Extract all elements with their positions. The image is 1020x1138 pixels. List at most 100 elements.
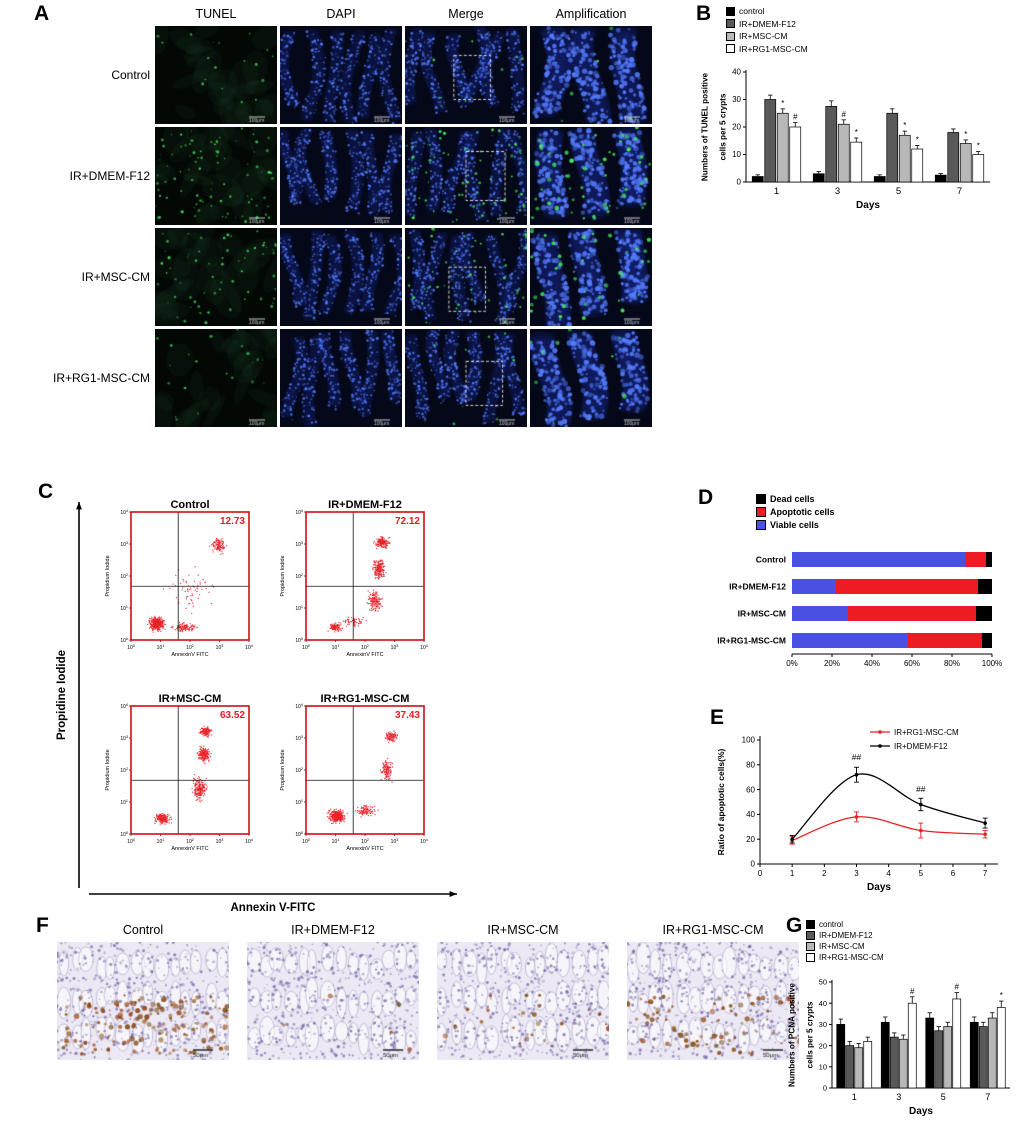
svg-text:102: 102 [120,573,128,580]
svg-text:103: 103 [120,735,128,742]
svg-text:63.52: 63.52 [220,710,245,721]
svg-text:##: ## [852,752,862,762]
legend-label: Dead cells [770,494,815,504]
svg-text:IR+MSC-CM: IR+MSC-CM [159,693,222,705]
svg-text:100: 100 [127,644,135,651]
series-IR+RG1-MSC-CM: # # * [863,983,1006,1089]
micrograph-IR+RG1-MSC-CM-DAPI [280,329,402,427]
svg-text:AnnexinV FITC: AnnexinV FITC [346,846,383,852]
legend-swatch [806,942,815,951]
legend-swatch [756,494,766,504]
stack-segment-dead [982,633,992,648]
svg-text:103: 103 [216,644,224,651]
svg-text:7: 7 [957,186,962,197]
svg-text:0: 0 [758,869,763,878]
svg-text:101: 101 [120,605,128,612]
micrograph-IR+RG1-MSC-CM-TUNEL [155,329,277,427]
svg-text:0: 0 [737,178,742,187]
legend-swatch [726,31,735,41]
micrograph-IR+MSC-CM-DAPI [280,228,402,326]
svg-text:1: 1 [852,1092,857,1102]
svg-text:*: * [977,141,980,150]
a-column-header: DAPI [326,7,356,21]
svg-text:72.12: 72.12 [395,516,420,527]
panel-e-label: E [710,706,725,729]
stack-segment-dead [978,579,992,594]
legend-swatch [726,19,735,28]
svg-text:##: ## [916,784,926,794]
svg-text:AnnexinV FITC: AnnexinV FITC [171,846,208,852]
legend-swatch [726,6,735,16]
scatter-points [326,730,399,825]
flow-cytometry-svg: Propidine Iodide Annexin V-FITC Control 100… [56,499,457,914]
svg-text:20: 20 [819,1041,827,1050]
svg-text:0: 0 [823,1084,827,1093]
svg-text:IR+RG1-MSC-CM: IR+RG1-MSC-CM [894,728,959,737]
line-series-IR+RG1-MSC-CM [789,811,988,845]
svg-text:101: 101 [295,799,303,806]
micrograph-IR+MSC-CM-TUNEL [155,228,277,326]
legend-label: IR+MSC-CM [819,942,865,951]
tunel-chart-legend: control IR+DMEM-F12 IR+MSC-CM IR+RG1-MSC-CM [726,6,808,54]
svg-text:1: 1 [774,186,779,197]
svg-text:101: 101 [157,838,165,845]
svg-text:3: 3 [835,186,840,197]
legend-item: IR+MSC-CM [806,942,884,951]
svg-text:7: 7 [983,869,988,878]
svg-text:30: 30 [819,1020,827,1029]
svg-text:20%: 20% [824,659,840,668]
svg-text:103: 103 [216,838,224,845]
a-row-label: IR+DMEM-F12 [69,169,150,183]
micrograph-IR+DMEM-F12-TUNEL [155,127,277,225]
micrograph-IR+DMEM-F12-Merge [405,127,527,225]
panel-g-label: G [786,914,803,937]
line-chart-legend: IR+RG1-MSC-CM IR+DMEM-F12 [870,728,959,751]
svg-text:*: * [903,121,906,130]
ihc-image-Control [57,942,229,1060]
svg-text:*: * [916,135,919,144]
svg-text:#: # [910,987,915,996]
legend-item: IR+DMEM-F12 [806,931,884,940]
f-image-title: IR+DMEM-F12 [291,923,375,937]
series-IR+DMEM-F12 [845,1021,988,1089]
a-row-label: IR+MSC-CM [81,270,150,284]
bars: * # * * # * * * [751,94,985,183]
stack-segment-viable [792,633,908,648]
svg-text:IR+DMEM-F12: IR+DMEM-F12 [328,499,402,511]
f-image-title: IR+MSC-CM [487,923,559,937]
legend-item: IR+MSC-CM [726,31,808,41]
legend-item: Apoptotic cells [756,507,835,517]
svg-text:40: 40 [819,999,827,1008]
svg-text:#: # [842,110,847,119]
svg-text:1: 1 [790,869,795,878]
svg-text:7: 7 [985,1092,990,1102]
svg-text:104: 104 [295,509,303,516]
svg-text:Propidium Iodide: Propidium Iodide [280,749,286,790]
legend-item: Dead cells [756,494,835,504]
svg-text:103: 103 [391,644,399,651]
svg-text:101: 101 [295,605,303,612]
svg-text:104: 104 [245,644,253,651]
legend-swatch [756,507,766,517]
svg-text:104: 104 [245,838,253,845]
stacked-bar-svg: Control IR+DMEM-F12 IR+MSC-CM IR+RG1-MSC-CM… [717,552,1002,668]
ihc-image-IR+RG1-MSC-CM [627,942,799,1060]
micrograph-IR+RG1-MSC-CM-Merge [405,329,527,427]
a-column-header: TUNEL [195,7,237,21]
svg-text:60: 60 [746,785,755,794]
series-control [751,171,947,183]
svg-text:100: 100 [295,637,303,644]
svg-text:100: 100 [742,736,756,745]
svg-text:80: 80 [746,761,755,770]
svg-text:20: 20 [732,123,741,132]
f-image-title: IR+RG1-MSC-CM [662,923,764,937]
legend-item: IR+DMEM-F12 [726,19,808,29]
scatter-points [153,725,213,825]
svg-text:6: 6 [951,869,956,878]
svg-text:103: 103 [295,541,303,548]
legend-label: control [739,6,765,16]
legend-label: control [819,920,844,929]
